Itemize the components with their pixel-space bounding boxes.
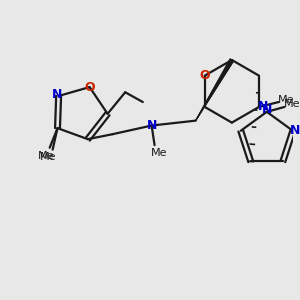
Text: Me: Me [151,148,168,158]
Text: N: N [52,88,62,101]
Text: O: O [84,81,95,94]
Text: N: N [290,124,300,137]
Text: O: O [200,69,210,82]
Text: N: N [262,103,272,116]
Text: N: N [258,100,268,113]
Polygon shape [196,59,233,121]
Text: Me: Me [40,152,56,163]
Text: Me: Me [278,95,295,105]
Text: N: N [146,119,157,132]
Text: Me: Me [38,151,54,160]
Text: Me: Me [284,99,300,109]
